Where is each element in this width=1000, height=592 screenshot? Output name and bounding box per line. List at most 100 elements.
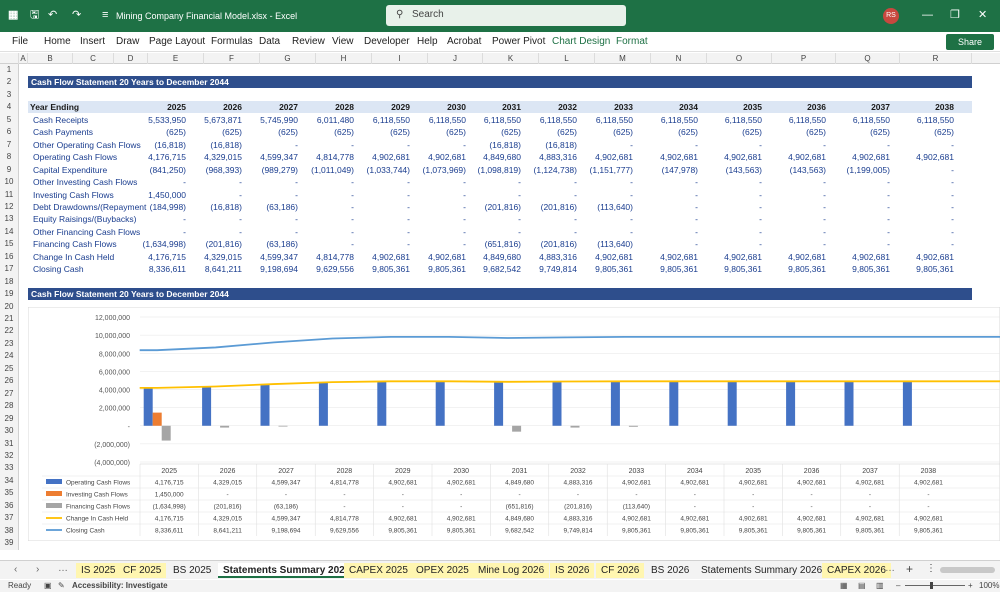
column-header[interactable]: L	[539, 53, 595, 64]
year-header[interactable]: 2035	[743, 102, 762, 113]
column-header[interactable]: E	[148, 53, 204, 64]
bar-operating-cash-flows[interactable]	[610, 381, 620, 426]
line-value[interactable]: 6,118,550	[852, 114, 890, 125]
line-value[interactable]: -	[518, 214, 521, 225]
row-header[interactable]: 20	[0, 300, 19, 314]
page-break-icon[interactable]: ▥	[876, 581, 884, 590]
line-value[interactable]: 4,883,316	[539, 152, 577, 163]
line-value[interactable]: -	[759, 239, 762, 250]
menu-developer[interactable]: Developer	[364, 36, 410, 47]
line-value[interactable]: -	[695, 177, 698, 188]
line-value[interactable]: -	[823, 226, 826, 237]
row-header[interactable]: 24	[0, 350, 19, 363]
select-all-corner[interactable]	[0, 53, 19, 64]
row-header[interactable]: 6	[0, 126, 19, 139]
line-value[interactable]: (625)	[557, 127, 577, 138]
undo-icon[interactable]: ↶	[48, 9, 58, 21]
line-value[interactable]: -	[407, 201, 410, 212]
line-value[interactable]: -	[239, 177, 242, 188]
line-value[interactable]: -	[823, 139, 826, 150]
line-value[interactable]: -	[183, 226, 186, 237]
macro-record-icon[interactable]: ▣	[44, 581, 52, 590]
line-value[interactable]: (201,816)	[205, 239, 242, 250]
bar-investing-cash-flows[interactable]	[152, 412, 162, 426]
row-header[interactable]: 29	[0, 412, 19, 426]
line-value[interactable]: (625)	[806, 127, 826, 138]
line-value[interactable]: 4,176,715	[148, 152, 186, 163]
menu-view[interactable]: View	[332, 36, 354, 47]
row-header[interactable]: 4	[0, 101, 19, 114]
line-value[interactable]: (1,073,969)	[422, 164, 466, 175]
line-value[interactable]: 9,805,361	[660, 264, 698, 275]
menu-data[interactable]: Data	[259, 36, 281, 47]
line-value[interactable]: (651,816)	[484, 239, 521, 250]
line-value[interactable]: 4,902,681	[372, 251, 410, 262]
line-value[interactable]: 8,336,611	[148, 264, 186, 275]
bar-operating-cash-flows[interactable]	[143, 387, 153, 426]
line-value[interactable]: 4,599,347	[260, 251, 298, 262]
column-header[interactable]: H	[316, 53, 372, 64]
line-value[interactable]: -	[463, 177, 466, 188]
line-value[interactable]: 4,814,778	[316, 251, 354, 262]
line-value[interactable]: -	[887, 189, 890, 200]
row-header[interactable]: 22	[0, 325, 19, 338]
line-value[interactable]: -	[951, 214, 954, 225]
row-header[interactable]: 36	[0, 499, 19, 513]
line-value[interactable]: 4,329,015	[204, 251, 242, 262]
year-header[interactable]: 2028	[335, 102, 354, 113]
bar-operating-cash-flows[interactable]	[318, 382, 328, 426]
line-value[interactable]: 9,805,361	[372, 264, 410, 275]
sheet-tab[interactable]: Mine Log 2026	[473, 563, 550, 578]
year-header[interactable]: 2033	[614, 102, 633, 113]
line-value[interactable]: (16,818)	[154, 139, 186, 150]
line-value[interactable]: -	[295, 214, 298, 225]
row-header[interactable]: 37	[0, 512, 19, 525]
menu-acrobat[interactable]: Acrobat	[447, 36, 482, 47]
line-value[interactable]: -	[183, 177, 186, 188]
line-value[interactable]: (625)	[222, 127, 242, 138]
bar-financing-cash-flows[interactable]	[570, 425, 580, 428]
sheet-tab[interactable]: CAPEX 2026	[822, 563, 891, 578]
line-value[interactable]: (1,634,998)	[142, 239, 186, 250]
line-value[interactable]: 4,883,316	[539, 251, 577, 262]
line-value[interactable]: -	[887, 239, 890, 250]
line-value[interactable]: -	[351, 214, 354, 225]
line-value[interactable]: -	[823, 201, 826, 212]
avatar[interactable]: RS	[883, 8, 899, 24]
line-value[interactable]: 9,805,361	[916, 264, 954, 275]
bar-operating-cash-flows[interactable]	[552, 381, 562, 426]
line-value[interactable]: -	[574, 226, 577, 237]
line-value[interactable]: 8,641,211	[204, 264, 242, 275]
bar-operating-cash-flows[interactable]	[727, 381, 737, 426]
zoom-slider[interactable]	[905, 585, 965, 586]
normal-view-icon[interactable]: ▦	[840, 581, 848, 590]
line-value[interactable]: -	[887, 139, 890, 150]
line-value[interactable]: (201,816)	[484, 201, 521, 212]
bar-operating-cash-flows[interactable]	[377, 381, 387, 426]
line-value[interactable]: -	[823, 177, 826, 188]
row-header[interactable]: 5	[0, 113, 19, 127]
column-header[interactable]: D	[114, 53, 148, 64]
column-header[interactable]: Q	[836, 53, 900, 64]
menu-formulas[interactable]: Formulas	[211, 36, 253, 47]
column-header[interactable]: P	[772, 53, 836, 64]
line-value[interactable]: -	[351, 189, 354, 200]
customize-toolbar-icon[interactable]: ≡	[102, 9, 109, 21]
line-value[interactable]: -	[695, 214, 698, 225]
bar-operating-cash-flows[interactable]	[844, 381, 854, 426]
menu-insert[interactable]: Insert	[80, 36, 106, 47]
line-value[interactable]: 4,902,681	[724, 251, 762, 262]
line-value[interactable]: 4,599,347	[260, 152, 298, 163]
sheet-tab[interactable]: IS 2025	[76, 563, 121, 578]
line-value[interactable]: (625)	[613, 127, 633, 138]
line-value[interactable]: 4,902,681	[788, 152, 826, 163]
row-header[interactable]: 10	[0, 176, 19, 189]
line-value[interactable]: 6,118,550	[788, 114, 826, 125]
line-value[interactable]: -	[695, 189, 698, 200]
line-label[interactable]: Equity Raisings/(Buybacks)	[33, 214, 137, 225]
line-value[interactable]: -	[183, 214, 186, 225]
line-label[interactable]: Cash Payments	[33, 127, 93, 138]
line-label[interactable]: Cash Receipts	[33, 114, 89, 125]
line-value[interactable]: (625)	[334, 127, 354, 138]
line-value[interactable]: -	[887, 177, 890, 188]
